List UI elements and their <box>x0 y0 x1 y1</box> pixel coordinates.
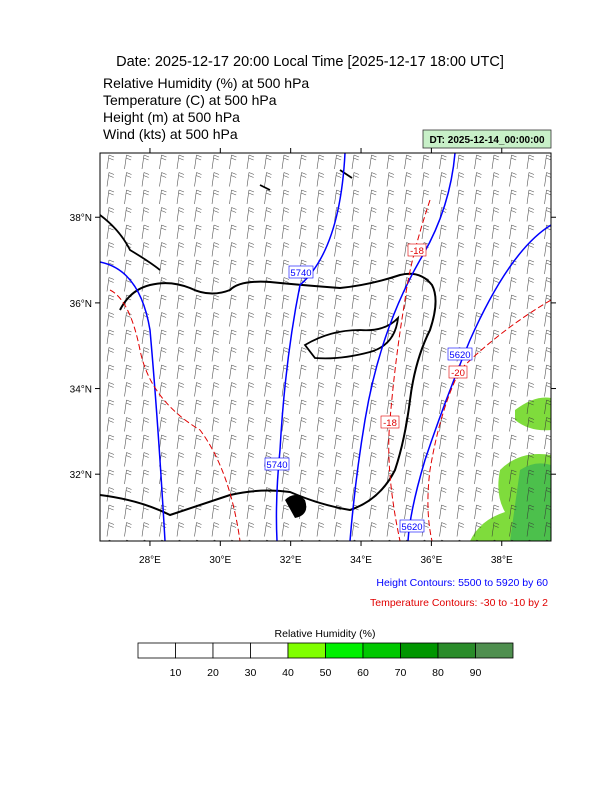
temperature-note: Temperature Contours: -30 to -10 by 2 <box>370 597 548 609</box>
colorbar-box <box>400 642 439 659</box>
x-tick-label: 36°E <box>420 555 442 566</box>
colorbar-label: 70 <box>395 667 407 679</box>
colorbar-box <box>175 642 214 659</box>
contour-label: 5740 <box>290 268 311 279</box>
header-lines: Relative Humidity (%) at 500 hPaTemperat… <box>103 75 309 142</box>
map-area: 5740 5740 5620 5620 -18 -18 -20 <box>100 153 551 541</box>
contour-labels: 5740 5740 5620 5620 -18 -18 -20 <box>264 243 473 533</box>
temperature-contours <box>109 199 551 541</box>
contour-label: -18 <box>410 246 424 257</box>
map-frame <box>99 152 552 542</box>
x-tick-label: 34°E <box>350 555 372 566</box>
contour-label: -20 <box>451 368 465 379</box>
colorbar-label: 50 <box>320 667 332 679</box>
x-tick-label: 30°E <box>209 555 231 566</box>
x-tick-label: 38°E <box>491 555 513 566</box>
colorbar-label: 60 <box>357 667 369 679</box>
header-line: Temperature (C) at 500 hPa <box>103 92 277 108</box>
contour-label: 5620 <box>401 522 422 533</box>
colorbar-box <box>287 642 326 659</box>
cyprus <box>303 315 400 360</box>
contour-label: -18 <box>383 418 397 429</box>
contour-label: 5740 <box>266 460 287 471</box>
y-tick-label: 36°N <box>70 299 92 310</box>
colorbar-box <box>475 642 514 659</box>
title: Date: 2025-12-17 20:00 Local Time [2025-… <box>116 54 504 70</box>
colorbar: 10 20 30 40 50 60 70 80 90 <box>137 642 514 679</box>
colorbar-label: 30 <box>245 667 257 679</box>
y-tick-label: 34°N <box>70 385 92 396</box>
y-tick-label: 32°N <box>70 470 92 481</box>
colorbar-label: 20 <box>207 667 219 679</box>
header-line: Height (m) at 500 hPa <box>103 109 240 125</box>
height-contours <box>100 153 551 541</box>
colorbar-box <box>137 642 176 659</box>
colorbar-label: 90 <box>470 667 482 679</box>
colorbar-label: 80 <box>432 667 444 679</box>
colorbar-box <box>250 642 289 659</box>
colorbar-box <box>325 642 364 659</box>
colorbar-box <box>362 642 401 659</box>
lake <box>285 495 307 518</box>
y-tick-label: 38°N <box>70 213 92 224</box>
colorbar-box <box>437 642 476 659</box>
colorbar-title: Relative Humidity (%) <box>275 628 376 640</box>
header-line: Relative Humidity (%) at 500 hPa <box>103 75 309 91</box>
colorbar-box <box>212 642 251 659</box>
colorbar-label: 40 <box>282 667 294 679</box>
height-note: Height Contours: 5500 to 5920 by 60 <box>376 577 548 589</box>
dt-label: DT: 2025-12-14_00:00:00 <box>429 135 545 146</box>
header-line: Wind (kts) at 500 hPa <box>103 126 238 142</box>
dt-box <box>422 129 552 149</box>
map-axes: 28°E 30°E 32°E 34°E 36°E 38°E 32°N 34°N 36°N 38°N <box>70 148 556 566</box>
coastline-north <box>100 169 353 271</box>
x-tick-label: 28°E <box>139 555 161 566</box>
colorbar-label: 10 <box>170 667 182 679</box>
contour-label: 5620 <box>449 350 470 361</box>
coastline <box>100 272 437 517</box>
x-tick-label: 32°E <box>280 555 302 566</box>
